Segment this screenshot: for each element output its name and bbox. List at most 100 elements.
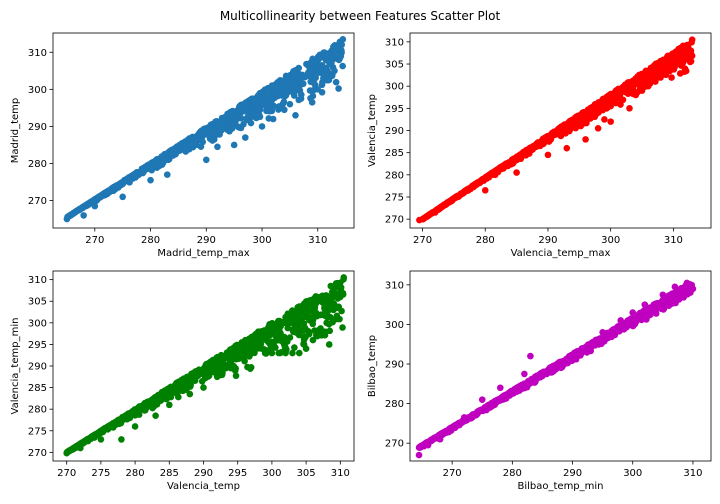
data-point — [513, 388, 521, 395]
data-point — [297, 95, 305, 102]
data-point — [513, 169, 520, 176]
data-point — [323, 303, 330, 311]
x-tick-label: 305 — [297, 468, 316, 479]
data-point — [320, 49, 328, 56]
data-point — [161, 390, 169, 398]
data-point — [682, 54, 690, 61]
y-tick-label: 300 — [385, 320, 404, 331]
data-point — [242, 99, 250, 106]
data-point — [226, 127, 233, 135]
data-point — [293, 321, 300, 329]
data-point — [290, 89, 298, 97]
data-point — [659, 299, 667, 307]
data-point — [187, 134, 194, 142]
data-point — [125, 410, 133, 418]
data-point — [301, 300, 308, 307]
data-point — [591, 342, 599, 349]
x-tick-label: 270 — [413, 235, 432, 246]
data-point — [573, 120, 581, 127]
data-point — [339, 324, 346, 331]
data-point — [637, 72, 645, 80]
y-axis-label: Bilbao_temp — [367, 335, 378, 397]
data-point — [273, 328, 280, 336]
data-point — [182, 141, 190, 149]
data-point — [147, 176, 154, 184]
data-point — [612, 327, 620, 335]
data-point — [566, 355, 573, 362]
data-point — [682, 285, 690, 293]
data-point — [69, 210, 76, 218]
data-point — [314, 86, 322, 93]
data-point — [213, 373, 221, 381]
data-point — [429, 436, 436, 443]
data-point — [592, 111, 600, 118]
data-point — [133, 409, 140, 416]
data-point — [436, 435, 444, 443]
x-tick-label: 290 — [197, 235, 216, 246]
data-point — [288, 81, 296, 89]
data-point — [209, 137, 216, 144]
x-tick-label: 270 — [85, 235, 104, 246]
data-point — [299, 80, 307, 88]
data-point — [263, 95, 271, 102]
data-point — [494, 396, 502, 404]
x-tick-label: 300 — [623, 468, 642, 479]
data-point — [460, 414, 468, 421]
data-point — [279, 100, 287, 108]
data-point — [312, 74, 319, 82]
data-point — [335, 56, 343, 64]
data-point — [521, 370, 528, 378]
data-point — [84, 437, 92, 445]
x-tick-label: 285 — [160, 468, 179, 479]
data-point — [311, 306, 318, 313]
y-tick-label: 295 — [385, 104, 404, 115]
data-point — [495, 166, 502, 174]
data-point — [115, 420, 123, 428]
data-point — [526, 147, 534, 155]
data-point — [316, 328, 324, 335]
data-point — [632, 91, 640, 99]
data-point — [582, 119, 590, 127]
x-tick-label: 300 — [601, 235, 620, 246]
data-point — [125, 175, 133, 183]
data-point — [295, 331, 303, 339]
data-point — [586, 115, 594, 122]
data-point — [178, 376, 185, 384]
data-point — [268, 328, 275, 335]
data-point — [336, 315, 343, 323]
data-point — [198, 127, 206, 135]
data-point — [234, 123, 242, 130]
data-point — [680, 294, 687, 301]
x-tick-label: 290 — [563, 468, 582, 479]
data-point — [77, 205, 84, 212]
data-point — [298, 308, 306, 316]
data-point — [248, 349, 255, 357]
data-point — [223, 351, 231, 359]
data-point — [575, 114, 583, 121]
data-point — [330, 300, 338, 307]
data-point — [479, 175, 487, 183]
data-point — [599, 329, 606, 336]
data-point — [582, 136, 589, 143]
data-point — [633, 76, 640, 84]
x-tick-label: 310 — [664, 235, 683, 246]
data-point — [438, 203, 445, 211]
x-tick-label: 300 — [252, 235, 271, 246]
x-tick-label: 275 — [91, 468, 110, 479]
data-point — [243, 116, 251, 124]
data-point — [589, 103, 596, 111]
data-point — [280, 318, 287, 326]
data-point — [474, 179, 481, 187]
data-point — [431, 209, 439, 216]
data-point — [163, 395, 170, 403]
y-tick-label: 290 — [28, 122, 47, 133]
data-point — [624, 317, 631, 325]
data-point — [189, 377, 196, 384]
data-point — [331, 67, 338, 75]
data-point — [652, 69, 659, 77]
data-point — [288, 311, 295, 318]
data-point — [593, 336, 601, 344]
data-point — [275, 349, 283, 357]
data-point — [237, 108, 244, 115]
data-point — [264, 85, 271, 92]
